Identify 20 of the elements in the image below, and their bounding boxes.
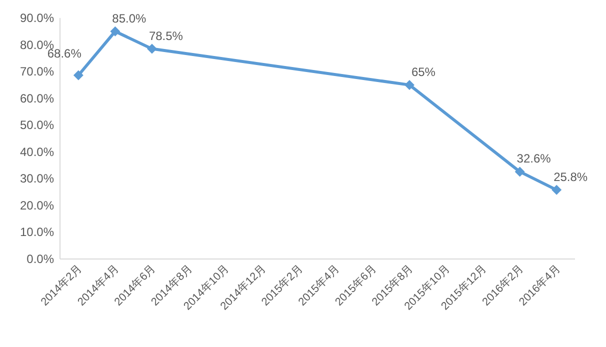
y-tick-label: 90.0%	[20, 11, 54, 25]
data-label: 85.0%	[112, 11, 147, 26]
y-tick-label: 30.0%	[20, 172, 54, 186]
y-tick-label: 70.0%	[20, 64, 54, 79]
y-tick-label: 60.0%	[20, 91, 54, 106]
data-label: 32.6%	[516, 152, 552, 166]
data-label: 25.8%	[554, 170, 588, 184]
y-tick-label: 0.0%	[26, 252, 54, 266]
point	[404, 80, 414, 90]
y-tick-label: 40.0%	[20, 144, 54, 159]
point	[146, 44, 157, 54]
point	[73, 70, 84, 80]
y-tick-label: 50.0%	[20, 118, 54, 132]
point	[110, 26, 120, 36]
y-tick-label: 20.0%	[20, 198, 54, 212]
point	[552, 184, 562, 195]
data-label: 65%	[411, 64, 436, 79]
point	[514, 166, 525, 177]
y-tick-label: 10.0%	[20, 225, 54, 240]
data-label: 78.5%	[148, 28, 184, 43]
